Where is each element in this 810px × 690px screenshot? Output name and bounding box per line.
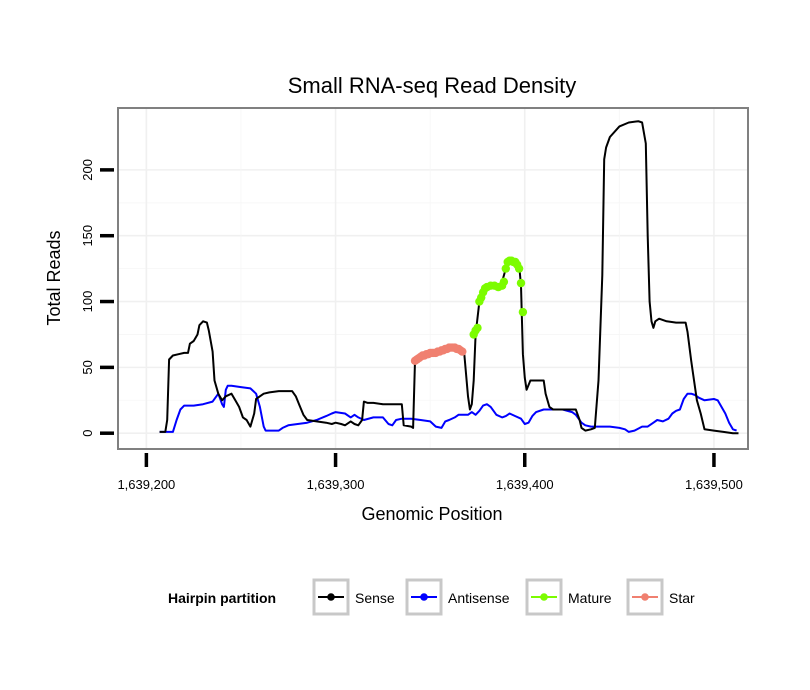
y-axis-title: Total Reads <box>44 230 64 325</box>
y-tick-label: 0 <box>80 430 95 437</box>
y-tick-label: 150 <box>80 225 95 247</box>
data-point-mature <box>501 264 510 273</box>
y-tick-label: 100 <box>80 291 95 313</box>
legend-item-mature: Mature <box>525 578 612 616</box>
chart-title: Small RNA-seq Read Density <box>288 73 577 98</box>
grid <box>118 108 748 449</box>
legend-title: Hairpin partition <box>168 590 276 606</box>
legend-label-sense: Sense <box>355 590 395 606</box>
legend-item-antisense: Antisense <box>405 578 510 616</box>
series-layer <box>159 120 739 435</box>
legend-dot-mature <box>540 593 548 601</box>
y-tick-label: 50 <box>80 360 95 374</box>
legend-dot-antisense <box>420 593 428 601</box>
data-point-mature <box>514 264 524 273</box>
legend: Hairpin partition Sense Antisense Mature <box>168 578 695 616</box>
x-tick-label: 1,639,300 <box>307 477 365 492</box>
series-line-sense <box>159 120 739 435</box>
legend-dot-star <box>641 593 649 601</box>
x-tick-label: 1,639,400 <box>496 477 554 492</box>
series-line-antisense <box>159 384 737 433</box>
legend-item-sense: Sense <box>312 578 395 616</box>
data-point-mature <box>499 277 509 286</box>
data-point-mature <box>516 278 526 288</box>
data-point-star <box>458 347 467 356</box>
x-tick-label: 1,639,200 <box>117 477 175 492</box>
legend-label-mature: Mature <box>568 590 612 606</box>
legend-label-antisense: Antisense <box>448 590 510 606</box>
legend-label-star: Star <box>669 590 695 606</box>
y-tick-label: 200 <box>80 159 95 181</box>
data-point-mature <box>473 323 482 333</box>
x-axis-title: Genomic Position <box>361 504 502 524</box>
legend-item-star: Star <box>626 578 695 616</box>
x-tick-label: 1,639,500 <box>685 477 743 492</box>
plot-border <box>117 107 749 450</box>
axes: 0 50 100 150 200 1,639,200 1,639,300 1,639,400 1… <box>80 159 743 492</box>
legend-dot-sense <box>327 593 335 601</box>
data-point-mature <box>518 307 528 317</box>
